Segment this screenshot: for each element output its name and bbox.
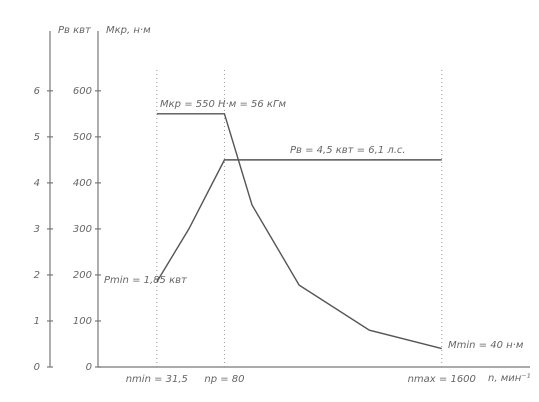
annotation: Pв = 4,5 квт = 6,1 л.с. [290,145,406,156]
y-tick-label: 500 [73,132,92,143]
y-tick-label: 400 [73,178,92,189]
annotation: Pmin = 1,85 квт [104,275,188,286]
annotation: Mmin = 40 н·м [448,340,524,351]
x-tick-label: nmin = 31,5 [126,374,188,385]
y-tick-label: 600 [73,86,92,97]
y-tick-label: 100 [73,316,92,327]
y2-tick-label: 6 [34,86,40,97]
y2-tick-label: 2 [34,270,40,281]
x-axis-label: n, мин⁻¹ [488,373,531,384]
x-tick-label: nр = 80 [204,374,244,385]
y-axis-label: Mкр, н·м [106,25,151,36]
y2-axis-label: Pв квт [58,25,92,36]
y-tick-label: 200 [73,270,92,281]
annotation: Mкр = 550 Н·м = 56 кГм [160,99,287,110]
x-tick-label: nmax = 1600 [408,374,476,385]
y-tick-label: 0 [86,362,92,373]
y-tick-label: 300 [73,224,92,235]
y2-tick-label: 4 [34,178,40,189]
series-line [156,159,442,283]
y2-tick-label: 0 [34,362,40,373]
y2-tick-label: 5 [34,132,40,143]
series-line [156,113,442,350]
y2-tick-label: 1 [34,316,40,327]
y2-tick-label: 3 [34,224,40,235]
